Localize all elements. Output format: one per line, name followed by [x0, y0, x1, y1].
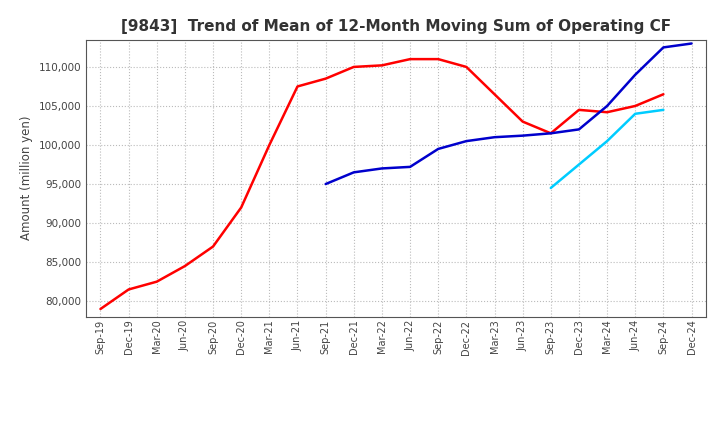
Y-axis label: Amount (million yen): Amount (million yen)	[20, 116, 33, 240]
3 Years	[153, 279, 161, 284]
5 Years	[490, 135, 499, 140]
3 Years	[603, 110, 611, 115]
7 Years	[546, 185, 555, 191]
5 Years	[518, 133, 527, 138]
3 Years	[462, 64, 471, 70]
3 Years	[96, 306, 105, 312]
7 Years	[603, 139, 611, 144]
3 Years	[349, 64, 358, 70]
3 Years	[125, 287, 133, 292]
3 Years	[209, 244, 217, 249]
5 Years	[546, 131, 555, 136]
5 Years	[406, 164, 415, 169]
3 Years	[631, 103, 639, 109]
7 Years	[659, 107, 667, 113]
3 Years	[546, 131, 555, 136]
3 Years	[321, 76, 330, 81]
3 Years	[181, 264, 189, 269]
5 Years	[462, 139, 471, 144]
7 Years	[631, 111, 639, 117]
5 Years	[603, 103, 611, 109]
3 Years	[575, 107, 583, 113]
3 Years	[377, 63, 386, 68]
3 Years	[434, 56, 443, 62]
5 Years	[321, 181, 330, 187]
5 Years	[631, 72, 639, 77]
Title: [9843]  Trend of Mean of 12-Month Moving Sum of Operating CF: [9843] Trend of Mean of 12-Month Moving …	[121, 19, 671, 34]
7 Years	[575, 162, 583, 167]
3 Years	[518, 119, 527, 124]
3 Years	[265, 143, 274, 148]
5 Years	[349, 170, 358, 175]
5 Years	[575, 127, 583, 132]
Line: 5 Years: 5 Years	[325, 44, 691, 184]
Line: 3 Years: 3 Years	[101, 59, 663, 309]
5 Years	[434, 146, 443, 151]
3 Years	[490, 92, 499, 97]
5 Years	[687, 41, 696, 46]
5 Years	[377, 166, 386, 171]
3 Years	[237, 205, 246, 210]
5 Years	[659, 45, 667, 50]
3 Years	[293, 84, 302, 89]
3 Years	[406, 56, 415, 62]
3 Years	[659, 92, 667, 97]
Line: 7 Years: 7 Years	[551, 110, 663, 188]
